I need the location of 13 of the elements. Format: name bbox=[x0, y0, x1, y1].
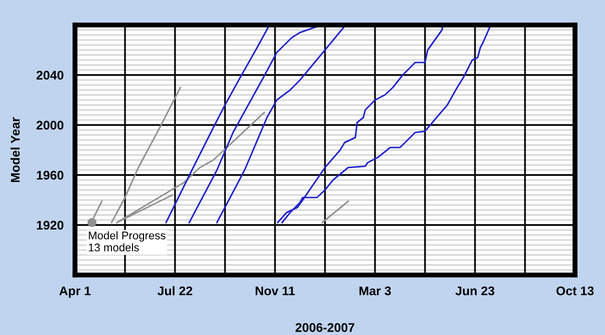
x-tick-label: Mar 3 bbox=[360, 286, 391, 296]
x-tick-label: Nov 11 bbox=[256, 286, 295, 296]
x-tick-label: Apr 1 bbox=[59, 286, 91, 298]
x-axis-title: 2006-2007 bbox=[296, 323, 354, 332]
y-axis-title: Model Year bbox=[10, 117, 20, 182]
y-tick-label: 1920 bbox=[36, 220, 64, 230]
y-tick-label: 1960 bbox=[36, 170, 64, 180]
y-tick-label: 2040 bbox=[36, 70, 64, 80]
x-tick-label: Jun 23 bbox=[455, 286, 494, 296]
y-tick-label: 2000 bbox=[36, 120, 64, 130]
annotation: Model Progress 13 models bbox=[88, 231, 166, 252]
x-tick-label: Oct 13 bbox=[556, 286, 594, 296]
x-tick-label: Jul 22 bbox=[157, 286, 192, 296]
